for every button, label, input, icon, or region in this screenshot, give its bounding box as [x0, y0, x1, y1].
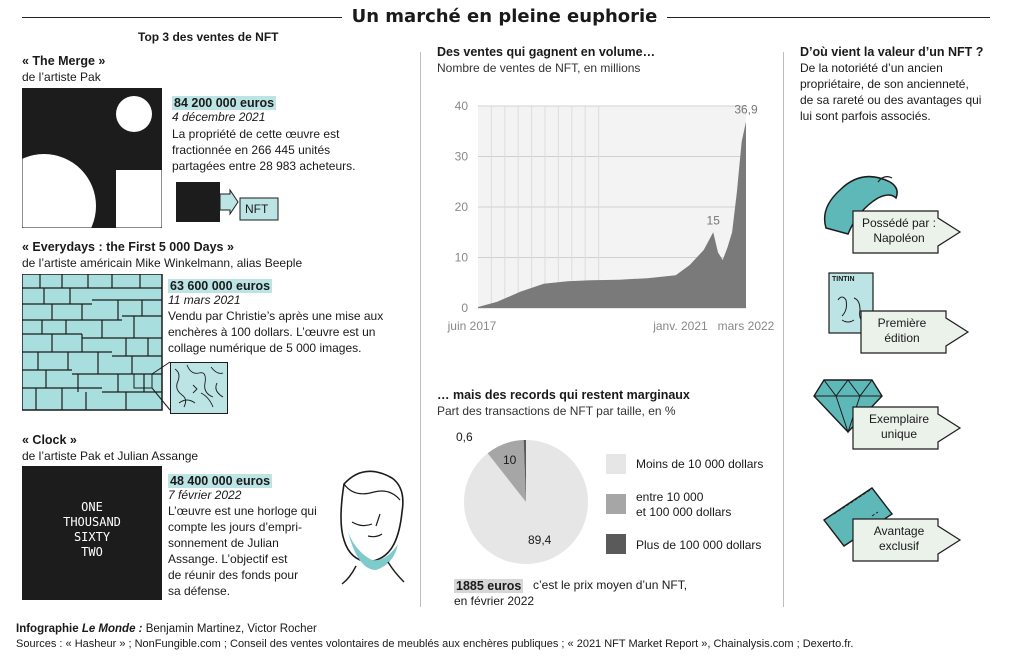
pie-value-label: 10 — [503, 453, 517, 467]
area-series — [478, 121, 746, 308]
pie-slice — [523, 439, 526, 502]
value-item-arrow — [852, 210, 962, 254]
x-tick-label: juin 2017 — [447, 319, 497, 333]
column-separator — [420, 52, 421, 607]
artwork-description: La propriété de cette œuvre est fraction… — [172, 127, 356, 173]
legend-swatch — [606, 534, 626, 554]
average-price-text: en février 2022 — [454, 594, 535, 608]
clock-line: SIXTY — [73, 530, 111, 544]
pie-chart — [463, 439, 588, 564]
value-item-arrow — [852, 406, 962, 450]
y-tick-label: 0 — [461, 301, 468, 315]
line-chart-subtitle: Nombre de ventes de NFT, en millions — [437, 61, 641, 75]
bicorne-hat-icon — [823, 175, 898, 235]
nft-tag-graphic: NFT — [176, 180, 286, 224]
price-label: 63 600 000 euros — [168, 279, 273, 293]
pie-slice — [487, 440, 526, 502]
artwork-artist: de l’artiste Pak et Julian Assange — [22, 449, 199, 463]
artwork-description: L’œuvre est une horloge qui compte les j… — [168, 504, 317, 598]
price-label: 48 400 000 euros — [168, 474, 273, 488]
legend-swatch — [606, 494, 626, 514]
sale-date: 11 mars 2021 — [168, 293, 241, 307]
area-chart: 0 10 20 30 40 15 36,9 juin 2017 janv. 2021 mars 2… — [447, 99, 775, 333]
value-item-arrow — [860, 310, 970, 354]
value-item-label: Exemplaire unique — [868, 412, 930, 441]
value-item-label: Première édition — [877, 316, 927, 345]
title-rule-right — [645, 17, 990, 18]
legend-label: entre 10 000 et 100 000 dollars — [636, 490, 732, 519]
value-section-title: D’où vient la valeur d’un NFT ? — [800, 45, 984, 59]
y-tick-label: 10 — [455, 251, 469, 265]
y-tick-label: 40 — [455, 99, 469, 113]
assange-portrait-icon — [322, 462, 414, 586]
pie-value-label: 0,6 — [456, 430, 473, 444]
line-chart-title: Des ventes qui gagnent en volume… — [437, 45, 656, 59]
pie-chart-subtitle: Part des transactions de NFT par taille,… — [437, 404, 676, 418]
value-section-description: De la notoriété d’un ancien propriétaire… — [800, 61, 982, 123]
average-price-text: c’est le prix moyen d’un NFT, — [533, 578, 688, 592]
nft-tag-label: NFT — [245, 202, 269, 216]
pie-chart-title: … mais des records qui restent marginaux — [437, 388, 690, 402]
page-title: Un marché en pleine euphorie — [0, 6, 1009, 27]
legend-swatch — [606, 454, 626, 474]
legend-label: Moins de 10 000 dollars — [636, 457, 764, 471]
pie-slice — [463, 440, 588, 564]
top3-title: Top 3 des ventes de NFT — [138, 30, 279, 44]
everydays-zoom-detail — [170, 362, 228, 414]
artwork-name: « Clock » — [22, 433, 77, 447]
x-tick-label: mars 2022 — [718, 319, 775, 333]
artwork-name: « Everydays : the First 5 000 Days » — [22, 240, 234, 254]
artwork-name: « The Merge » — [22, 54, 106, 68]
credit-line: Infographie Le Monde : Benjamin Martinez… — [16, 623, 317, 635]
average-price-label: 1885 euros — [454, 579, 524, 593]
sale-date: 7 février 2022 — [168, 488, 242, 502]
artwork-artist: de l’artiste américain Mike Winkelmann, … — [22, 256, 303, 270]
column-separator — [783, 52, 784, 607]
legend-label: Plus de 100 000 dollars — [636, 538, 762, 552]
sale-date: 4 décembre 2021 — [172, 110, 266, 124]
clock-line: ONE — [81, 500, 103, 514]
sources-line: Sources : « Hasheur » ; NonFungible.com … — [16, 638, 854, 650]
data-label: 15 — [707, 213, 721, 227]
title-rule-left — [22, 17, 367, 18]
artwork-artist: de l’artiste Pak — [22, 70, 101, 84]
clock-line: TWO — [81, 545, 103, 559]
artwork-description: Vendu par Christie’s après une mise aux … — [168, 309, 384, 355]
price-label: 84 200 000 euros — [172, 96, 277, 110]
y-tick-label: 30 — [455, 150, 469, 164]
value-item-label: Possédé par : Napoléon — [861, 216, 937, 245]
clock-artwork: ONE THOUSAND SIXTY TWO — [22, 466, 162, 600]
everydays-collage-artwork — [21, 273, 171, 411]
x-tick-label: janv. 2021 — [652, 319, 708, 333]
y-tick-label: 20 — [455, 200, 469, 214]
the-merge-artwork — [0, 87, 163, 258]
pie-value-label: 89,4 — [528, 533, 552, 547]
value-item-arrow — [852, 518, 962, 562]
clock-line: THOUSAND — [63, 515, 121, 529]
comic-book-title: TINTIN — [832, 276, 855, 283]
value-item-label: Avantage exclusif — [873, 524, 925, 553]
data-label: 36,9 — [734, 103, 758, 117]
